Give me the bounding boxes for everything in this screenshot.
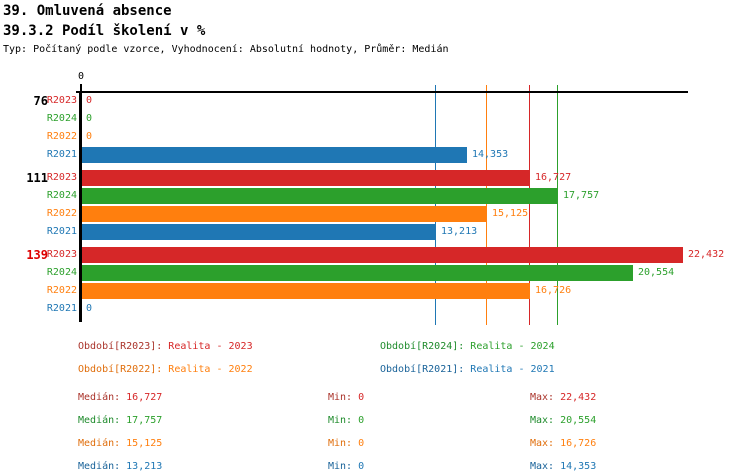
row-label-r2024: R2024	[46, 113, 77, 124]
stat-label: Medián:	[78, 392, 121, 403]
bar-r2022	[82, 206, 487, 222]
bar-value-label: 14,353	[472, 149, 509, 160]
legend-item-r2023: Období[R2023]: Realita - 2023	[78, 341, 253, 353]
bar-value-label: 20,554	[638, 267, 675, 278]
stat-value: 0	[358, 392, 365, 403]
bar-value-label: 16,727	[535, 172, 572, 183]
row-label-r2022: R2022	[46, 208, 77, 219]
bar-value-label: 0	[86, 95, 93, 106]
legend-item-r2024: Období[R2024]: Realita - 2024	[380, 341, 555, 353]
axis-tick	[80, 84, 82, 92]
x-axis-line	[76, 91, 688, 93]
stat-median-r2022: Medián: 15,125	[78, 438, 162, 450]
bar-r2023	[82, 247, 683, 263]
stat-value: 0	[358, 438, 365, 449]
bar-r2021	[82, 224, 436, 240]
legend-value: Realita - 2023	[168, 341, 253, 352]
chart-subtitle: Typ: Počítaný podle vzorce, Vyhodnocení:…	[3, 44, 449, 55]
report-title: 39. Omluvená absence	[3, 3, 172, 19]
stat-label: Medián:	[78, 415, 121, 426]
stat-value: 22,432	[560, 392, 597, 403]
median-line-r2024	[557, 85, 558, 325]
y-axis-line	[79, 91, 82, 322]
stat-min-r2022: Min: 0	[328, 438, 364, 450]
legend-label: Období[R2023]:	[78, 341, 163, 352]
stat-min-r2021: Min: 0	[328, 461, 364, 473]
stat-value: 20,554	[560, 415, 597, 426]
stat-value: 17,757	[126, 415, 163, 426]
stat-value: 16,726	[560, 438, 597, 449]
row-label-r2022: R2022	[46, 285, 77, 296]
median-line-r2021	[435, 85, 436, 325]
stat-value: 15,125	[126, 438, 163, 449]
stat-median-r2024: Medián: 17,757	[78, 415, 162, 427]
stat-value: 16,727	[126, 392, 163, 403]
group-label: 139	[26, 248, 48, 262]
row-label-r2022: R2022	[46, 131, 77, 142]
stat-label: Min:	[328, 438, 353, 449]
bar-r2021	[82, 147, 467, 163]
stat-max-r2021: Max: 14,353	[530, 461, 596, 473]
legend-label: Období[R2024]:	[380, 341, 465, 352]
bar-r2024	[82, 265, 633, 281]
median-line-r2023	[529, 85, 530, 325]
stat-max-r2024: Max: 20,554	[530, 415, 596, 427]
row-label-r2024: R2024	[46, 267, 77, 278]
stat-value: 13,213	[126, 461, 163, 472]
bar-r2023	[82, 170, 530, 186]
group-label: 111	[26, 171, 48, 185]
stat-label: Min:	[328, 392, 353, 403]
row-label-r2021: R2021	[46, 303, 77, 314]
bar-value-label: 13,213	[441, 226, 478, 237]
legend-label: Období[R2021]:	[380, 364, 465, 375]
row-label-r2024: R2024	[46, 190, 77, 201]
row-label-r2023: R2023	[46, 249, 77, 260]
stat-median-r2021: Medián: 13,213	[78, 461, 162, 473]
row-label-r2021: R2021	[46, 149, 77, 160]
legend-value: Realita - 2024	[470, 341, 555, 352]
bar-value-label: 17,757	[563, 190, 600, 201]
bar-r2024	[82, 188, 558, 204]
axis-tick-label-zero: 0	[77, 71, 85, 82]
stat-min-r2024: Min: 0	[328, 415, 364, 427]
bar-value-label: 15,125	[492, 208, 529, 219]
legend-item-r2022: Období[R2022]: Realita - 2022	[78, 364, 253, 376]
legend-item-r2021: Období[R2021]: Realita - 2021	[380, 364, 555, 376]
bar-r2022	[82, 283, 530, 299]
legend-label: Období[R2022]:	[78, 364, 163, 375]
legend-value: Realita - 2021	[470, 364, 555, 375]
stat-label: Min:	[328, 461, 353, 472]
legend-value: Realita - 2022	[168, 364, 253, 375]
stat-value: 14,353	[560, 461, 597, 472]
stat-max-r2022: Max: 16,726	[530, 438, 596, 450]
stat-max-r2023: Max: 22,432	[530, 392, 596, 404]
stat-label: Medián:	[78, 461, 121, 472]
stat-label: Medián:	[78, 438, 121, 449]
bar-value-label: 22,432	[688, 249, 725, 260]
stat-median-r2023: Medián: 16,727	[78, 392, 162, 404]
stat-value: 0	[358, 415, 365, 426]
stat-label: Max:	[530, 438, 555, 449]
stat-label: Max:	[530, 415, 555, 426]
bar-value-label: 0	[86, 113, 93, 124]
bar-value-label: 0	[86, 303, 93, 314]
group-label: 76	[33, 94, 48, 108]
row-label-r2023: R2023	[46, 172, 77, 183]
stat-label: Max:	[530, 392, 555, 403]
chart-title: 39.3.2 Podíl školení v %	[3, 23, 206, 39]
row-label-r2021: R2021	[46, 226, 77, 237]
bar-value-label: 0	[86, 131, 93, 142]
bar-value-label: 16,726	[535, 285, 572, 296]
stat-label: Min:	[328, 415, 353, 426]
row-label-r2023: R2023	[46, 95, 77, 106]
stat-label: Max:	[530, 461, 555, 472]
median-line-r2022	[486, 85, 487, 325]
stat-min-r2023: Min: 0	[328, 392, 364, 404]
stat-value: 0	[358, 461, 365, 472]
